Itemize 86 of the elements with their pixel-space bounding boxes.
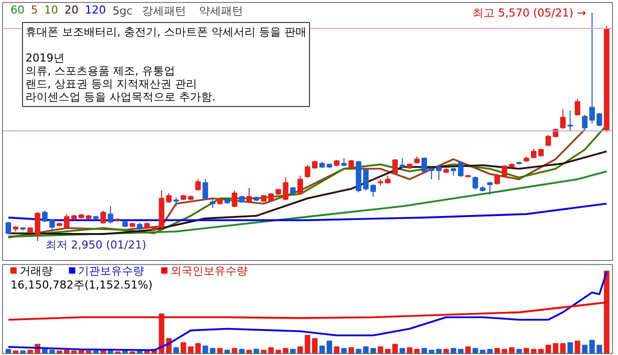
text: 5 [30, 4, 38, 16]
annotation: 휴대폰 보조배터리, 충전기, 스마트폰 악세서리 등을 판매 2019년 의류, 스포츠용품 제조, 유통업 랜드, 상표권 등의 지적재산권 관리 라이센스업 등을 사업목적으로 추가함. [26, 26, 306, 104]
annotation: 최고 5,570 (05/21) → [472, 6, 586, 20]
candlestick [421, 156, 428, 173]
bar [260, 350, 266, 354]
bar [210, 348, 216, 354]
bar [86, 350, 92, 354]
bar [290, 348, 296, 354]
bar [93, 350, 99, 354]
bar [385, 348, 391, 354]
bar [400, 348, 406, 354]
bar [472, 348, 478, 354]
candlestick [246, 187, 252, 204]
candlestick [567, 110, 573, 132]
candlestick [6, 221, 12, 235]
bar [254, 348, 260, 354]
candlestick [202, 178, 208, 201]
bar [224, 350, 230, 354]
bar [56, 350, 62, 354]
candlestick [582, 114, 588, 130]
candlestick [574, 98, 580, 116]
bar [180, 342, 186, 354]
bar [217, 348, 223, 354]
candlestick [232, 190, 238, 208]
bar [524, 348, 530, 354]
annotation: 강세패턴 [142, 4, 186, 18]
candlestick [546, 134, 552, 147]
bar [348, 347, 354, 354]
bar [334, 346, 340, 354]
bar [188, 346, 194, 354]
candlestick [49, 218, 55, 232]
candlestick [370, 184, 376, 198]
candlestick [487, 181, 493, 196]
candlestick [195, 178, 201, 192]
bar [392, 344, 398, 354]
bar [465, 346, 471, 354]
text: 20 [64, 4, 78, 16]
bar [20, 350, 26, 354]
bar [341, 348, 347, 354]
legend-label: 기관보유수량 [78, 264, 144, 278]
candlestick [400, 158, 406, 168]
candlestick [282, 176, 288, 201]
bar [378, 346, 384, 354]
bar [195, 343, 201, 354]
annotation: 16,150,782주(1,152.51%) [10, 278, 153, 292]
bar [49, 350, 55, 354]
bar [27, 350, 33, 354]
candlestick [42, 210, 48, 222]
bar [239, 348, 245, 354]
candlestick [297, 175, 303, 195]
annotation: 최저 2,950 (01/21) [46, 238, 146, 252]
candlestick [34, 212, 40, 242]
bar [421, 348, 428, 354]
bar [202, 346, 208, 354]
legend-label: 외국인보유수량 [170, 264, 248, 278]
bar [604, 270, 610, 354]
candlestick [392, 158, 398, 174]
bar [450, 348, 456, 354]
candlestick [108, 206, 114, 224]
annotation: 5gc [112, 4, 133, 18]
bar [370, 348, 376, 354]
bar [516, 348, 522, 354]
candlestick [458, 161, 464, 178]
bar [6, 348, 12, 354]
text: 60 [10, 4, 24, 16]
bar [232, 348, 238, 354]
candlestick [210, 198, 216, 208]
bar [12, 350, 18, 354]
candlestick [100, 210, 106, 224]
bar [282, 348, 288, 354]
legend-label: 거래량 [20, 264, 52, 278]
bar [458, 348, 464, 354]
bar [108, 350, 114, 354]
text: 10 [44, 4, 58, 16]
bar [582, 344, 588, 354]
candlestick [494, 173, 500, 185]
bar [567, 342, 573, 354]
text: 120 [84, 4, 106, 16]
bar [173, 347, 179, 354]
annotation: 약세패턴 [198, 4, 243, 18]
bar [574, 340, 580, 354]
bar [246, 350, 252, 354]
candlestick [472, 176, 478, 190]
bar [443, 348, 449, 354]
bar [122, 350, 128, 354]
candlestick [560, 109, 566, 130]
